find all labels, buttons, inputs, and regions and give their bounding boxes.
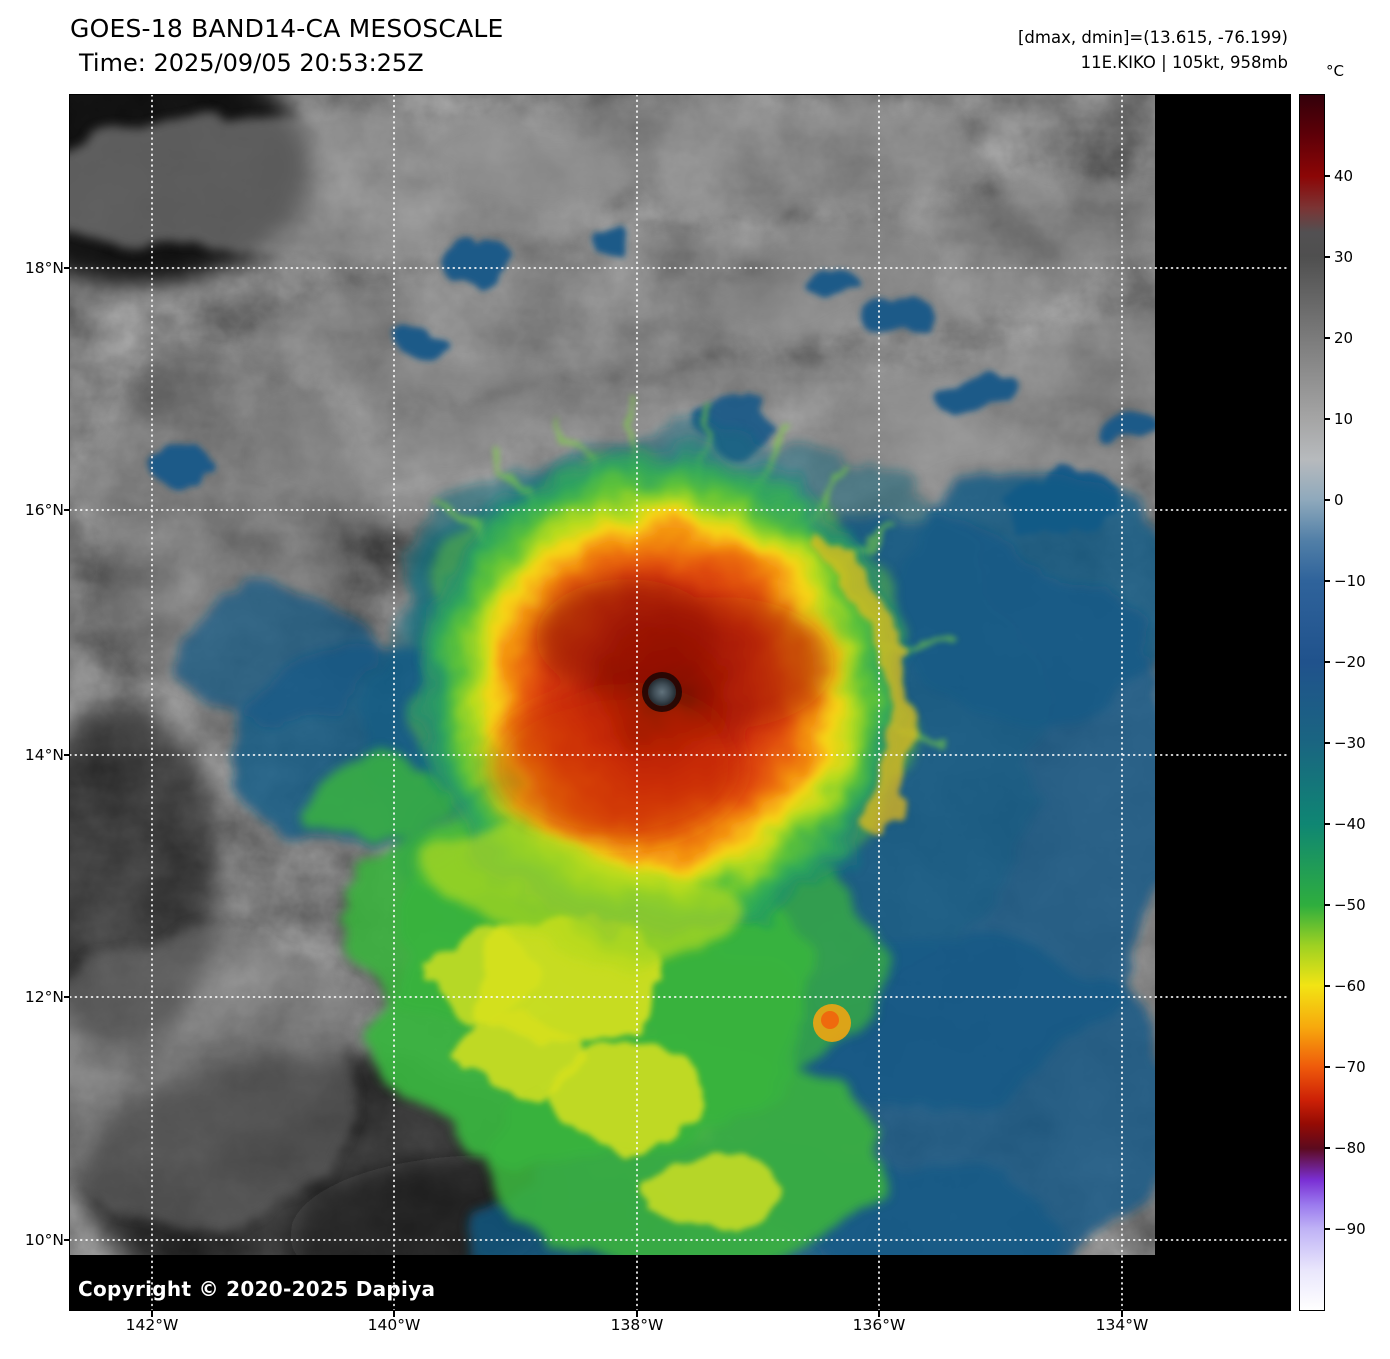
hurricane-kiko (410, 395, 951, 956)
y-axis-tick (64, 267, 70, 269)
colorbar-tick-label: 30 (1334, 248, 1354, 266)
colorbar-unit-label: °C (1326, 62, 1344, 80)
x-axis-tick (1121, 1311, 1123, 1317)
x-axis-tick (636, 1311, 638, 1317)
colorbar-tick (1325, 175, 1330, 177)
colorbar-tick (1325, 985, 1330, 987)
colorbar-tick-label: 10 (1334, 410, 1354, 428)
no-data-band-right (1155, 95, 1290, 1310)
colorbar-tick (1325, 418, 1330, 420)
spiral-band (804, 530, 913, 844)
colorbar-tick-label: 0 (1334, 491, 1344, 509)
y-tick-label: 18°N (24, 259, 64, 277)
page-title: GOES-18 BAND14-CA MESOSCALE (70, 14, 504, 43)
satellite-map: Copyright © 2020-2025 Dapiya (69, 94, 1291, 1311)
y-axis-tick (64, 1239, 70, 1241)
copyright-label: Copyright © 2020-2025 Dapiya (78, 1277, 436, 1301)
x-tick-label: 134°W (1095, 1316, 1149, 1334)
colorbar-tick-label: −20 (1334, 653, 1366, 671)
x-tick-label: 140°W (367, 1316, 421, 1334)
colorbar (1299, 94, 1325, 1311)
colorbar-tick (1325, 1228, 1330, 1230)
colorbar-tick-label: −30 (1334, 734, 1366, 752)
storm-info-annotation: 11E.KIKO | 105kt, 958mb (1080, 53, 1288, 72)
y-axis-tick (64, 996, 70, 998)
colorbar-tick (1325, 661, 1330, 663)
y-tick-label: 16°N (24, 501, 64, 519)
colorbar-tick (1325, 742, 1330, 744)
y-tick-label: 12°N (24, 988, 64, 1006)
colorbar-tick-label: −90 (1334, 1220, 1366, 1238)
convective-cores-yellow (430, 920, 780, 1228)
colorbar-tick-label: −10 (1334, 572, 1366, 590)
colorbar-tick-label: −80 (1334, 1139, 1366, 1157)
no-data-band-bottom (70, 1255, 1290, 1310)
x-axis-tick (393, 1311, 395, 1317)
colorbar-tick-label: −50 (1334, 896, 1366, 914)
dmax-dmin-annotation: [dmax, dmin]=(13.615, -76.199) (1018, 28, 1288, 47)
x-axis-tick (878, 1311, 880, 1317)
y-axis-tick (64, 509, 70, 511)
colorbar-tick-label: −60 (1334, 977, 1366, 995)
colorbar-tick (1325, 499, 1330, 501)
colorbar-tick (1325, 904, 1330, 906)
y-tick-label: 14°N (24, 746, 64, 764)
x-tick-label: 142°W (125, 1316, 179, 1334)
x-tick-label: 138°W (610, 1316, 664, 1334)
y-tick-label: 10°N (24, 1231, 64, 1249)
eyewall-inner-ring (642, 672, 682, 712)
x-tick-label: 136°W (852, 1316, 906, 1334)
colorbar-tick (1325, 823, 1330, 825)
colorbar-tick (1325, 256, 1330, 258)
colorbar-tick (1325, 337, 1330, 339)
y-axis-tick (64, 754, 70, 756)
colorbar-tick-label: −40 (1334, 815, 1366, 833)
x-axis-tick (151, 1311, 153, 1317)
colorbar-tick-label: 20 (1334, 329, 1354, 347)
colorbar-tick (1325, 580, 1330, 582)
colorbar-tick (1325, 1066, 1330, 1068)
satellite-image (70, 95, 1290, 1310)
colorbar-tick-label: 40 (1334, 167, 1354, 185)
colorbar-tick (1325, 1147, 1330, 1149)
colorbar-tick-label: −70 (1334, 1058, 1366, 1076)
graticule-grid-lines (70, 95, 1290, 1310)
southwest-band (427, 838, 723, 956)
figure-time: Time: 2025/09/05 20:53:25Z (79, 49, 424, 77)
hurricane-eye (648, 678, 676, 706)
